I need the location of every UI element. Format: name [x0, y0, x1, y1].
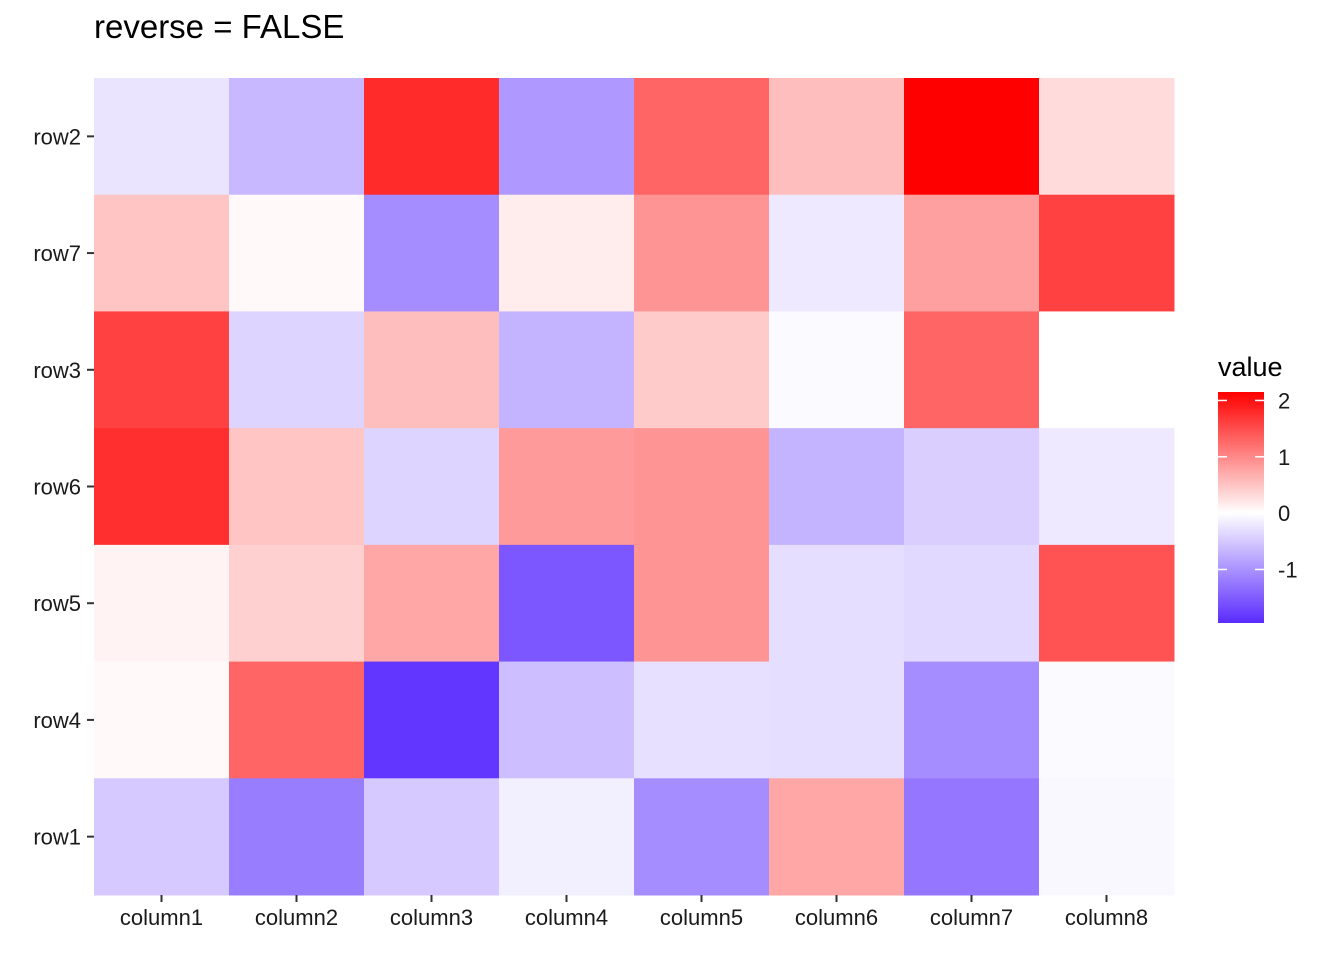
heatmap-cell-row7-column3	[364, 194, 500, 312]
heatmap-cell-row4-column6	[769, 661, 905, 779]
x-tick-label: column1	[120, 905, 203, 930]
y-tick-label: row4	[33, 708, 81, 733]
heatmap-cell-row3-column4	[499, 311, 635, 429]
heatmap-cell-row4-column2	[229, 661, 365, 779]
heatmap-cell-row2-column4	[499, 78, 635, 196]
heatmap-cell-row5-column4	[499, 544, 635, 663]
y-tick-label: row5	[33, 591, 81, 616]
x-tick-label: column4	[525, 905, 608, 930]
heatmap-cell-row7-column1	[94, 194, 230, 312]
heatmap-cell-row6-column2	[229, 428, 365, 546]
heatmap-cell-row3-column2	[229, 311, 365, 429]
heatmap-cell-row5-column8	[1039, 544, 1175, 663]
heatmap-cell-row2-column7	[904, 78, 1040, 196]
heatmap-cell-row7-column6	[769, 194, 905, 312]
heatmap-cell-row6-column8	[1039, 428, 1175, 546]
heatmap-cell-row2-column1	[94, 78, 230, 196]
x-tick-label: column8	[1065, 905, 1148, 930]
heatmap-cell-row6-column1	[94, 428, 230, 546]
heatmap-cell-row5-column2	[229, 544, 365, 663]
heatmap-cell-row3-column3	[364, 311, 500, 429]
heatmap-cell-row3-column6	[769, 311, 905, 429]
heatmap-cell-row1-column3	[364, 778, 500, 896]
heatmap-cell-row6-column3	[364, 428, 500, 546]
heatmap-cell-row7-column2	[229, 194, 365, 312]
x-tick-label: column6	[795, 905, 878, 930]
heatmap-cell-row7-column7	[904, 194, 1040, 312]
heatmap-cell-row1-column1	[94, 778, 230, 896]
heatmap-cell-row3-column8	[1039, 311, 1175, 429]
y-axis: row2 row7 row3 row6 row5 row4 row1	[33, 124, 94, 850]
heatmap-cell-row3-column5	[634, 311, 770, 429]
heatmap-cell-row7-column4	[499, 194, 635, 312]
heatmap-cells	[94, 78, 1175, 896]
x-axis: column1 column2 column3 column4 column5 colum…	[120, 895, 1148, 930]
heatmap-cell-row7-column5	[634, 194, 770, 312]
x-tick-label: column5	[660, 905, 743, 930]
heatmap-cell-row4-column5	[634, 661, 770, 779]
legend-tick-label: 0	[1278, 501, 1290, 526]
heatmap-cell-row3-column1	[94, 311, 230, 429]
heatmap-cell-row5-column7	[904, 544, 1040, 663]
y-tick-label: row3	[33, 358, 81, 383]
heatmap-cell-row6-column6	[769, 428, 905, 546]
legend-tick-label: 2	[1278, 388, 1290, 413]
heatmap-cell-row2-column3	[364, 78, 500, 196]
heatmap-cell-row7-column8	[1039, 194, 1175, 312]
heatmap-cell-row3-column7	[904, 311, 1040, 429]
legend-tick-label: -1	[1278, 557, 1298, 582]
heatmap-cell-row2-column2	[229, 78, 365, 196]
heatmap-cell-row1-column6	[769, 778, 905, 896]
heatmap-cell-row4-column1	[94, 661, 230, 779]
heatmap-cell-row1-column5	[634, 778, 770, 896]
y-tick-label: row1	[33, 825, 81, 850]
y-tick-label: row2	[33, 124, 81, 149]
y-tick-label: row6	[33, 475, 81, 500]
heatmap-cell-row1-column7	[904, 778, 1040, 896]
heatmap-cell-row6-column5	[634, 428, 770, 546]
legend-title: value	[1218, 352, 1283, 382]
heatmap-cell-row2-column8	[1039, 78, 1175, 196]
heatmap-cell-row5-column5	[634, 544, 770, 663]
x-tick-label: column3	[390, 905, 473, 930]
heatmap-cell-row5-column1	[94, 544, 230, 663]
legend-colorbar	[1218, 392, 1264, 623]
heatmap-cell-row5-column6	[769, 544, 905, 663]
legend-tick-label: 1	[1278, 445, 1290, 470]
heatmap-cell-row4-column4	[499, 661, 635, 779]
chart-title: reverse = FALSE	[94, 8, 345, 45]
heatmap-cell-row4-column7	[904, 661, 1040, 779]
heatmap-cell-row1-column8	[1039, 778, 1175, 896]
x-tick-label: column2	[255, 905, 338, 930]
heatmap-cell-row4-column8	[1039, 661, 1175, 779]
legend: value 2 1 0 -1	[1218, 352, 1298, 623]
heatmap-cell-row1-column2	[229, 778, 365, 896]
heatmap-cell-row2-column5	[634, 78, 770, 196]
y-tick-label: row7	[33, 241, 81, 266]
heatmap-cell-row6-column4	[499, 428, 635, 546]
heatmap-cell-row5-column3	[364, 544, 500, 663]
heatmap-cell-row4-column3	[364, 661, 500, 779]
heatmap-cell-row2-column6	[769, 78, 905, 196]
heatmap-cell-row1-column4	[499, 778, 635, 896]
heatmap-cell-row6-column7	[904, 428, 1040, 546]
x-tick-label: column7	[930, 905, 1013, 930]
